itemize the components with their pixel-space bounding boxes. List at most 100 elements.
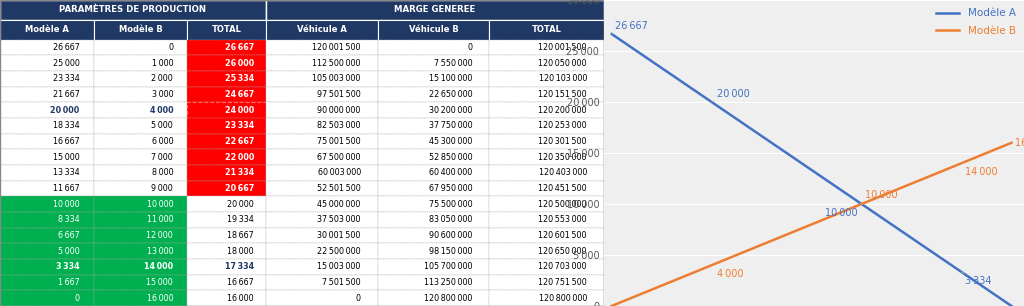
Text: 120 001 500: 120 001 500 [312, 43, 360, 52]
Bar [489, 118, 604, 134]
FancyBboxPatch shape [93, 71, 187, 87]
Text: 112 500 000: 112 500 000 [312, 59, 360, 68]
Bar [489, 275, 604, 290]
Bar [489, 243, 604, 259]
Text: 18 334: 18 334 [53, 121, 80, 130]
Text: 20 000: 20 000 [227, 200, 254, 209]
Modèle A [730, 117, 742, 121]
FancyBboxPatch shape [378, 243, 489, 259]
Text: 83 050 000: 83 050 000 [429, 215, 473, 224]
FancyBboxPatch shape [378, 196, 489, 212]
Bar [187, 212, 266, 228]
FancyBboxPatch shape [0, 243, 93, 259]
FancyBboxPatch shape [489, 149, 604, 165]
Text: 0: 0 [355, 294, 360, 303]
Bar [0, 40, 93, 55]
Bar [489, 103, 604, 118]
Text: 13 334: 13 334 [53, 168, 80, 177]
Bar [93, 196, 187, 212]
FancyBboxPatch shape [187, 134, 266, 149]
Text: 26 667: 26 667 [611, 21, 648, 34]
FancyBboxPatch shape [187, 55, 266, 71]
FancyBboxPatch shape [266, 55, 378, 71]
Text: 5 000: 5 000 [152, 121, 173, 130]
FancyBboxPatch shape [93, 87, 187, 103]
Bar [0, 134, 93, 149]
Text: 20 667: 20 667 [225, 184, 254, 193]
FancyBboxPatch shape [378, 212, 489, 228]
Text: 8 000: 8 000 [152, 168, 173, 177]
Text: 20 000: 20 000 [50, 106, 80, 115]
Text: 26 667: 26 667 [52, 43, 80, 52]
Text: 105 700 000: 105 700 000 [424, 262, 473, 271]
Bar [266, 181, 378, 196]
Text: 16 667: 16 667 [53, 137, 80, 146]
FancyBboxPatch shape [266, 103, 378, 118]
Text: Véhicule A: Véhicule A [297, 25, 347, 34]
Text: 18 000: 18 000 [227, 247, 254, 256]
Modèle B [756, 243, 768, 247]
FancyBboxPatch shape [378, 228, 489, 243]
FancyBboxPatch shape [93, 40, 187, 55]
FancyBboxPatch shape [93, 228, 187, 243]
Text: 25 000: 25 000 [52, 59, 80, 68]
FancyBboxPatch shape [0, 196, 93, 212]
FancyBboxPatch shape [0, 55, 93, 71]
FancyBboxPatch shape [187, 87, 266, 103]
Bar [0, 290, 93, 306]
Bar [378, 149, 489, 165]
FancyBboxPatch shape [0, 134, 93, 149]
Bar [187, 228, 266, 243]
FancyBboxPatch shape [93, 290, 187, 306]
Bar [187, 118, 266, 134]
FancyBboxPatch shape [93, 259, 187, 275]
Modèle B [605, 304, 617, 306]
Text: 10 000: 10 000 [861, 190, 898, 204]
Text: 120 751 500: 120 751 500 [539, 278, 587, 287]
Text: 0: 0 [168, 43, 173, 52]
Text: 6 000: 6 000 [152, 137, 173, 146]
FancyBboxPatch shape [0, 259, 93, 275]
Bar [187, 165, 266, 181]
Text: 105 003 000: 105 003 000 [312, 74, 360, 84]
Text: 60 003 000: 60 003 000 [317, 168, 360, 177]
FancyBboxPatch shape [489, 103, 604, 118]
FancyBboxPatch shape [378, 259, 489, 275]
FancyBboxPatch shape [378, 87, 489, 103]
FancyBboxPatch shape [378, 71, 489, 87]
FancyBboxPatch shape [93, 212, 187, 228]
Text: 22 500 000: 22 500 000 [317, 247, 360, 256]
Text: 120 200 000: 120 200 000 [539, 106, 587, 115]
Modèle B [631, 294, 643, 298]
Text: 12 000: 12 000 [146, 231, 173, 240]
FancyBboxPatch shape [187, 165, 266, 181]
Text: 120 800 000: 120 800 000 [424, 294, 473, 303]
Modèle B [1006, 141, 1018, 145]
FancyBboxPatch shape [266, 243, 378, 259]
Text: 67 950 000: 67 950 000 [429, 184, 473, 193]
Bar [378, 212, 489, 228]
Text: 90 600 000: 90 600 000 [429, 231, 473, 240]
Bar [187, 290, 266, 306]
Text: 113 250 000: 113 250 000 [424, 278, 473, 287]
Text: 20 000: 20 000 [712, 89, 750, 102]
Text: 120 800 000: 120 800 000 [539, 294, 587, 303]
Bar [0, 181, 93, 196]
FancyBboxPatch shape [0, 212, 93, 228]
Bar [0, 71, 93, 87]
Bar [266, 71, 378, 87]
Text: 22 667: 22 667 [224, 137, 254, 146]
Bar [266, 20, 378, 40]
FancyBboxPatch shape [266, 118, 378, 134]
Bar [93, 87, 187, 103]
Bar [489, 87, 604, 103]
FancyBboxPatch shape [266, 40, 378, 55]
FancyBboxPatch shape [93, 149, 187, 165]
Line: Modèle A: Modèle A [611, 34, 1012, 306]
Text: 4 000: 4 000 [712, 265, 743, 279]
FancyBboxPatch shape [266, 228, 378, 243]
Text: 15 000: 15 000 [146, 278, 173, 287]
Bar [0, 103, 93, 118]
Text: 75 001 500: 75 001 500 [317, 137, 360, 146]
Modèle B [830, 212, 843, 216]
